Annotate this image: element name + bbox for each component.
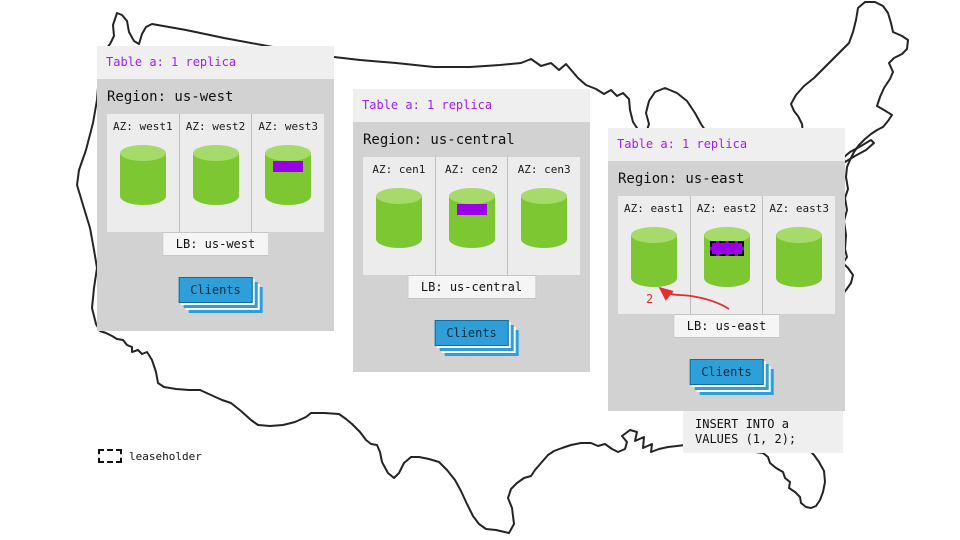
region-card-us-central: Table a: 1 replica Region: us-central AZ… [353,89,590,372]
az-panel: AZ: east1 AZ: east2 AZ [618,196,835,314]
database-cylinder-top [192,145,239,161]
database-cylinder-body [521,196,568,248]
database-cylinder-body [119,153,166,205]
database-cylinder-top [776,227,823,243]
database-cylinder [265,145,312,205]
sql-insert-note: INSERT INTO a VALUES (1, 2); [683,411,843,453]
az-label: AZ: east1 [624,202,684,215]
sql-line: VALUES (1, 2); [695,432,797,446]
database-cylinder [448,188,495,248]
az-label: AZ: east3 [769,202,829,215]
table-replica-label: Table a: 1 replica [106,55,237,69]
load-balancer-box: LB: us-central [406,275,537,299]
az-column-west3: AZ: west3 [251,114,324,232]
region-card-us-east: Table a: 1 replica (leaseholder) Region:… [608,128,845,411]
clients-stack: Clients [434,320,509,346]
region-card-us-west: Table a: 1 replica Region: us-west AZ: w… [97,46,334,331]
az-label: AZ: cen2 [445,163,498,176]
leaseholder-range-chip [709,241,744,256]
database-cylinder-top [630,227,677,243]
region-label: Region: us-central [363,132,515,148]
leaseholder-legend: leaseholder [98,449,202,463]
table-replica-header: Table a: 1 replica [97,46,334,79]
sql-line: INSERT INTO a [695,417,789,431]
table-replica-header: Table a: 1 replica [353,89,590,122]
az-column-cen3: AZ: cen3 [507,157,580,275]
load-balancer-box: LB: us-east [672,314,781,338]
region-body: Region: us-east AZ: east1 AZ: east2 [608,161,845,411]
database-cylinder-body [776,235,823,287]
database-cylinder-body [375,196,422,248]
database-cylinder [192,145,239,205]
az-column-west1: AZ: west1 [107,114,179,232]
database-cylinder-top [521,188,568,204]
database-cylinder [776,227,823,287]
az-label: AZ: east2 [696,202,757,215]
clients-label: Clients [701,365,752,379]
az-column-east2: AZ: east2 [689,196,763,314]
replica-range-chip [456,204,487,215]
database-cylinder-top [375,188,422,204]
az-column-cen1: AZ: cen1 [363,157,435,275]
az-label: AZ: west1 [113,120,173,133]
database-cylinder-top [265,145,312,161]
az-panel: AZ: west1 AZ: west2 AZ [107,114,324,232]
database-cylinder [375,188,422,248]
load-balancer-box: LB: us-west [161,232,270,256]
az-column-east1: AZ: east1 [618,196,690,314]
az-panel: AZ: cen1 AZ: cen2 AZ: [363,157,580,275]
leaseholder-swatch-icon [98,449,122,463]
table-replica-label: Table a: 1 replica [362,98,493,112]
load-balancer-label: LB: us-east [686,319,767,333]
database-cylinder-top [703,227,750,243]
database-cylinder-top [119,145,166,161]
region-label: Region: us-east [618,171,745,187]
database-cylinder-body [630,235,677,287]
database-cylinder [630,227,677,287]
az-column-east3: AZ: east3 [762,196,835,314]
load-balancer-label: LB: us-central [420,280,523,294]
leaseholder-legend-label: leaseholder [129,449,202,463]
database-cylinder [119,145,166,205]
region-body: Region: us-central AZ: cen1 AZ: cen2 [353,122,590,372]
az-column-cen2: AZ: cen2 [434,157,508,275]
clients-stack: Clients [178,277,253,303]
region-label: Region: us-west [107,89,234,105]
long-island-outline [842,139,875,163]
az-label: AZ: cen3 [517,163,571,176]
az-label: AZ: west2 [185,120,246,133]
database-cylinder-body [192,153,239,205]
load-balancer-label: LB: us-west [175,237,256,251]
az-label: AZ: cen1 [372,163,426,176]
clients-label: Clients [446,326,497,340]
database-cylinder-top [448,188,495,204]
database-cylinder [521,188,568,248]
region-body: Region: us-west AZ: west1 AZ: west2 [97,79,334,331]
table-replica-header: Table a: 1 replica (leaseholder) [608,128,845,184]
clients-stack: Clients [689,359,764,385]
replica-range-chip [273,161,304,172]
az-label: AZ: west3 [258,120,318,133]
az-column-west2: AZ: west2 [178,114,252,232]
database-cylinder [703,227,750,287]
clients-label: Clients [190,283,241,297]
